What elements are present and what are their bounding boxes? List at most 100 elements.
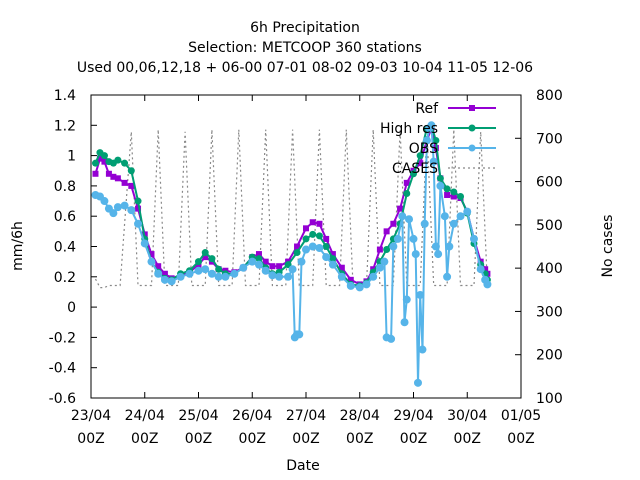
data-point-highres (195, 258, 202, 266)
data-point-highres (215, 265, 223, 273)
data-point-highres (450, 188, 458, 196)
x-tick-label-hour: 00Z (77, 431, 104, 447)
data-point-ref (92, 170, 99, 177)
data-point-obs (362, 280, 371, 289)
data-point-obs (411, 250, 420, 259)
y-tick-label: 1.2 (54, 118, 76, 134)
data-point-obs (100, 197, 109, 206)
data-point-obs (375, 263, 384, 272)
data-point-highres (322, 243, 330, 250)
data-point-highres (403, 189, 411, 197)
data-point-obs (389, 242, 398, 251)
data-point-obs (254, 260, 263, 269)
data-point-ref (255, 251, 262, 258)
data-point-highres (443, 185, 451, 193)
x-tick-label: 28/04 (340, 408, 380, 424)
y2-tick-label: 400 (536, 261, 563, 277)
legend: Ref High res OBS CASES (380, 101, 496, 177)
data-point-highres (201, 249, 209, 257)
legend-label-ref: Ref (415, 101, 439, 117)
data-point-obs (160, 275, 169, 284)
data-point-ref (376, 246, 383, 253)
data-point-obs (346, 281, 355, 290)
data-point-obs (147, 257, 156, 266)
data-point-ref (309, 219, 316, 226)
data-point-ref (148, 251, 155, 258)
title-line-2: Selection: METCOOP 360 stations (188, 40, 422, 56)
data-point-obs (431, 242, 440, 251)
data-point-ref (269, 263, 276, 270)
series-layer (91, 121, 492, 387)
y-tick-label: 1.4 (54, 88, 76, 104)
legend-marker-highres (468, 124, 476, 132)
x-tick-label: 26/04 (232, 408, 272, 424)
y2-tick-label: 700 (536, 131, 563, 147)
data-point-obs (445, 242, 454, 251)
data-point-obs (288, 265, 297, 274)
data-point-obs (400, 318, 409, 327)
data-point-obs (427, 121, 436, 130)
data-point-obs (308, 242, 317, 251)
y-tick-label: 1 (67, 149, 76, 165)
y2-tick-label: 800 (536, 88, 563, 104)
legend-marker-ref (469, 105, 475, 111)
data-point-obs (422, 136, 431, 145)
data-point-highres (383, 246, 391, 254)
data-point-obs (201, 265, 210, 274)
y-tick-label: -0.4 (49, 361, 76, 377)
data-point-obs (315, 244, 324, 253)
x-tick-label: 30/04 (447, 408, 487, 424)
legend-label-cases: CASES (392, 161, 438, 177)
chart-title: 6h Precipitation Selection: METCOOP 360 s… (77, 20, 533, 76)
x-axis-label: Date (286, 458, 319, 474)
x-tick-label-hour: 00Z (346, 431, 373, 447)
data-point-obs (214, 272, 223, 281)
data-point-obs (418, 345, 427, 354)
data-point-obs (275, 272, 284, 281)
data-point-ref (323, 235, 330, 242)
y-tick-label: 0.6 (54, 209, 76, 225)
data-point-obs (230, 269, 239, 278)
data-point-ref (276, 263, 283, 270)
legend-label-highres: High res (380, 121, 438, 137)
series-line-cases (94, 129, 488, 289)
data-point-obs (429, 157, 438, 166)
data-point-obs (402, 295, 411, 304)
data-point-obs (355, 283, 364, 292)
data-point-obs (398, 212, 407, 221)
title-line-3: Used 00,06,12,18 + 06-00 07-01 08-02 09-… (77, 60, 533, 76)
data-point-highres (309, 230, 317, 238)
data-point-obs (295, 330, 304, 339)
data-point-highres (114, 156, 122, 164)
y2-axis-label: No cases (600, 215, 616, 278)
data-point-ref (101, 158, 108, 165)
data-point-obs (416, 290, 425, 299)
data-point-obs (109, 209, 118, 218)
y-tick-label: 0.2 (54, 270, 76, 286)
y-tick-label: 0 (67, 300, 76, 316)
data-point-obs (369, 272, 378, 281)
data-point-highres (100, 152, 108, 160)
x-tick-label-hour: 00Z (292, 431, 319, 447)
x-tick-label: 25/04 (178, 408, 218, 424)
x-tick-label: 01/05 (501, 408, 541, 424)
data-point-obs (413, 378, 422, 387)
data-point-obs (221, 272, 230, 281)
data-point-ref (121, 179, 128, 186)
x-tick-label-hour: 00Z (185, 431, 212, 447)
data-point-obs (261, 266, 270, 275)
data-point-ref (444, 191, 451, 198)
data-point-obs (185, 269, 194, 278)
data-point-obs (167, 277, 176, 286)
data-point-obs (113, 203, 122, 212)
data-point-highres (208, 255, 216, 263)
y-axis-label: mm/6h (10, 221, 26, 271)
data-point-obs (483, 280, 492, 289)
x-tick-label-hour: 00Z (400, 431, 427, 447)
data-point-obs (380, 257, 389, 266)
data-point-obs (476, 265, 485, 274)
y-tick-label: 0.8 (54, 179, 76, 195)
data-point-highres (432, 136, 440, 144)
data-point-obs (134, 219, 143, 228)
data-point-obs (463, 207, 472, 216)
